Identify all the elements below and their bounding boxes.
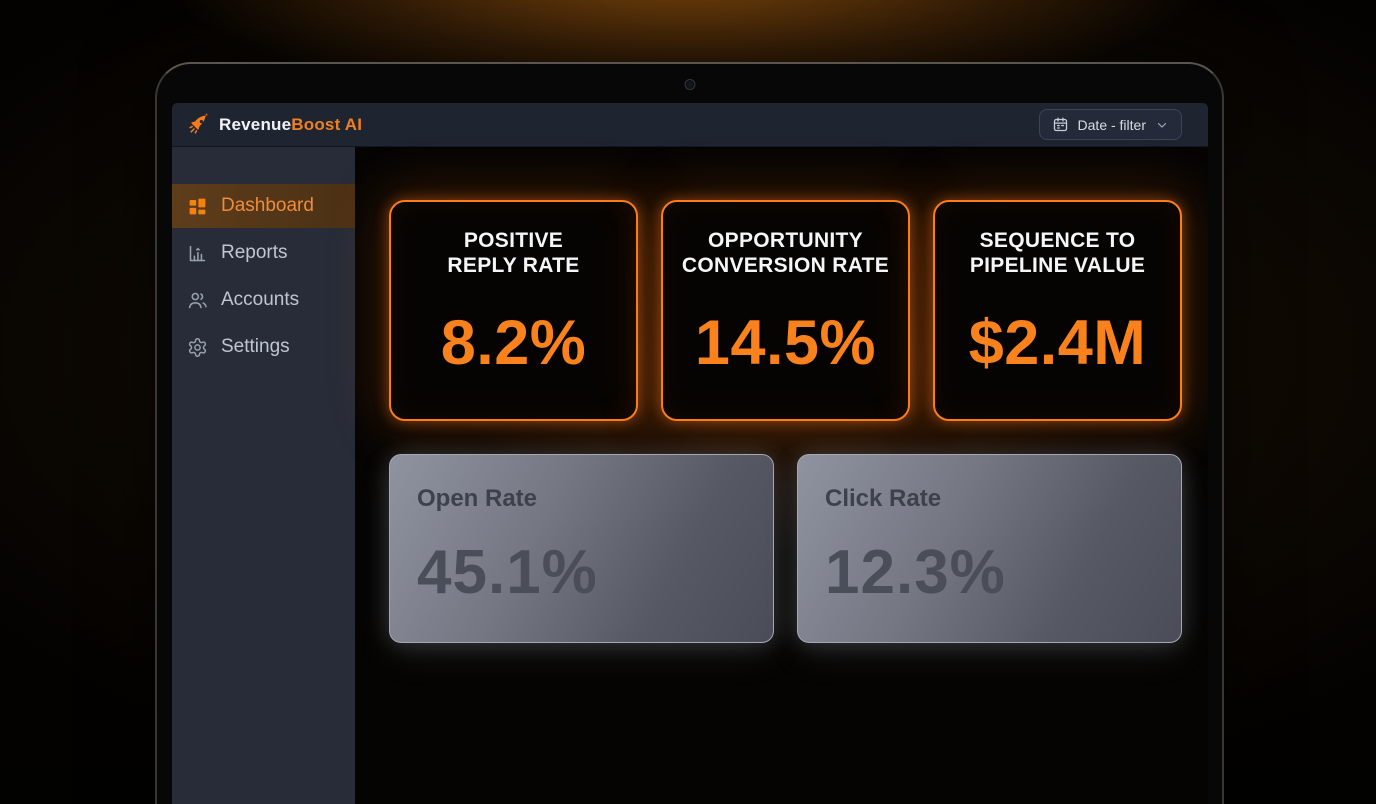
sidebar-item-reports[interactable]: Reports: [172, 231, 355, 275]
click-rate-card: Click Rate 12.3%: [797, 454, 1182, 643]
sidebar-item-accounts[interactable]: Accounts: [172, 278, 355, 322]
card-value: 12.3%: [825, 537, 1181, 608]
card-label: Click Rate: [825, 485, 1181, 513]
kpi-value: 8.2%: [441, 307, 587, 391]
open-rate-card: Open Rate 45.1%: [389, 454, 774, 643]
kpi-value: $2.4M: [969, 307, 1147, 391]
kpi-card-positive-reply-rate: POSITIVE REPLY RATE 8.2%: [389, 200, 638, 421]
brand-logo: RevenueBoost AI: [187, 113, 362, 136]
top-bar: RevenueBoost AI Date - filter: [172, 103, 1208, 147]
kpi-card-sequence-to-pipeline-value: SEQUENCE TO PIPELINE VALUE $2.4M: [933, 200, 1182, 421]
card-label: Open Rate: [417, 485, 773, 513]
kpi-card-opportunity-conversion-rate: OPPORTUNITY CONVERSION RATE 14.5%: [661, 200, 910, 421]
kpi-title: OPPORTUNITY CONVERSION RATE: [682, 228, 889, 278]
sidebar-item-settings[interactable]: Settings: [172, 325, 355, 369]
kpi-title: POSITIVE REPLY RATE: [447, 228, 579, 278]
secondary-card-row: Open Rate 45.1% Click Rate 12.3%: [389, 454, 1182, 643]
date-filter-label: Date - filter: [1078, 117, 1146, 133]
rocket-icon: [187, 113, 210, 136]
sidebar-item-label: Dashboard: [221, 195, 314, 217]
gear-icon: [187, 337, 208, 358]
users-icon: [187, 290, 208, 311]
calendar-icon: [1052, 116, 1069, 133]
sidebar: Dashboard Reports: [172, 147, 355, 804]
laptop-frame: RevenueBoost AI Date - filter: [155, 62, 1224, 804]
sidebar-item-label: Accounts: [221, 289, 299, 311]
card-value: 45.1%: [417, 537, 773, 608]
kpi-value: 14.5%: [695, 307, 876, 391]
sidebar-item-label: Settings: [221, 336, 290, 358]
chevron-down-icon: [1155, 118, 1169, 132]
bar-chart-icon: [187, 243, 208, 264]
kpi-title: SEQUENCE TO PIPELINE VALUE: [970, 228, 1145, 278]
app-window: RevenueBoost AI Date - filter: [172, 103, 1208, 804]
brand-name: RevenueBoost AI: [219, 115, 362, 135]
ambient-background: RevenueBoost AI Date - filter: [0, 0, 1376, 768]
sidebar-item-label: Reports: [221, 242, 288, 264]
webcam-icon: [684, 79, 695, 90]
kpi-card-row: POSITIVE REPLY RATE 8.2% OPPORTUNITY CON…: [389, 200, 1182, 421]
date-filter-button[interactable]: Date - filter: [1039, 109, 1182, 140]
main-content: POSITIVE REPLY RATE 8.2% OPPORTUNITY CON…: [355, 147, 1208, 804]
sidebar-item-dashboard[interactable]: Dashboard: [172, 184, 355, 228]
dashboard-grid-icon: [187, 196, 208, 217]
app-body: Dashboard Reports: [172, 147, 1208, 804]
